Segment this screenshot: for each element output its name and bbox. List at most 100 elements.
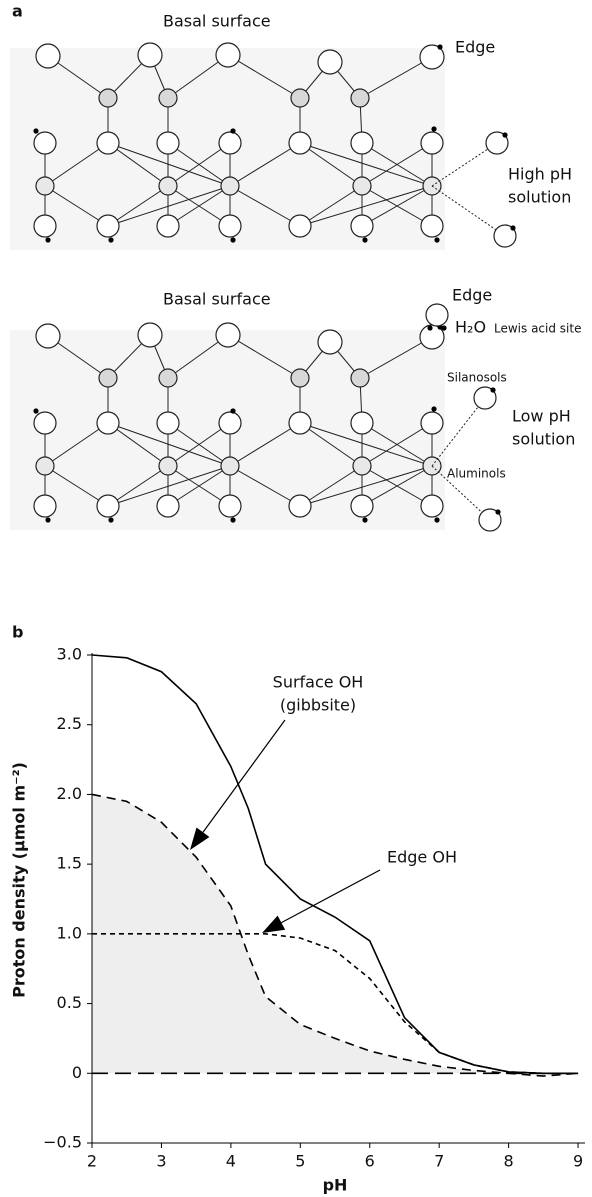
hydrogen (45, 517, 50, 522)
atom (157, 412, 179, 434)
solution-label: solution (512, 430, 575, 449)
y-tick-label: 1.0 (57, 923, 82, 942)
figure: a Basal surface Edge High pH solution Ba… (0, 0, 592, 1197)
annotation: Surface OH (273, 673, 364, 692)
shaded-area (92, 794, 578, 1076)
atom (219, 412, 241, 434)
atom (219, 132, 241, 154)
atom (157, 215, 179, 237)
arrow-head (190, 828, 209, 850)
x-tick-label: 2 (87, 1152, 97, 1171)
atom (351, 412, 373, 434)
atom (351, 495, 373, 517)
hydrogen (362, 237, 367, 242)
y-tick-label: 2.5 (57, 714, 82, 733)
panel-label: a (12, 2, 23, 21)
lewis-label: Lewis acid site (494, 322, 581, 336)
atom (351, 132, 373, 154)
solution-label: solution (508, 188, 571, 207)
atom (36, 177, 54, 195)
solution-label: Low pH (512, 407, 571, 426)
atom (99, 89, 117, 107)
atom (219, 215, 241, 237)
x-tick-label: 9 (573, 1152, 583, 1171)
atom (99, 369, 117, 387)
hydrogen (230, 237, 235, 242)
atom (97, 215, 119, 237)
atom (421, 412, 443, 434)
x-tick-label: 7 (434, 1152, 444, 1171)
atom (36, 44, 60, 68)
atom (289, 412, 311, 434)
hydrogen (495, 509, 500, 514)
annotation: Edge OH (387, 848, 457, 867)
atom (157, 132, 179, 154)
atom (353, 457, 371, 475)
atom (34, 495, 56, 517)
atom (36, 457, 54, 475)
atom (34, 215, 56, 237)
atom (159, 177, 177, 195)
hydrogen (230, 128, 235, 133)
atom (138, 323, 162, 347)
atom (318, 330, 342, 354)
atom (159, 89, 177, 107)
edge-label: Edge (455, 38, 495, 57)
hydrogen (431, 126, 436, 131)
atom (36, 324, 60, 348)
x-tick-label: 3 (156, 1152, 166, 1171)
atom (351, 369, 369, 387)
edge-label: Edge (452, 286, 492, 305)
hydrogen (510, 225, 515, 230)
x-tick-label: 8 (504, 1152, 514, 1171)
hydrogen (108, 517, 113, 522)
y-tick-label: 0.5 (57, 993, 82, 1012)
y-tick-label: 0 (72, 1063, 82, 1082)
y-axis-title: Proton density (µmol m⁻²) (10, 762, 29, 998)
atom (97, 495, 119, 517)
atom (289, 495, 311, 517)
atom (351, 89, 369, 107)
hydrogen (434, 237, 439, 242)
arrow-head (262, 916, 285, 933)
hydrogen (230, 517, 235, 522)
atom (318, 50, 342, 74)
y-tick-label: 1.5 (57, 854, 82, 873)
atom (421, 132, 443, 154)
aluminol-label: Aluminols (447, 467, 506, 481)
solution-label: High pH (508, 165, 572, 184)
atom (97, 412, 119, 434)
hydrogen (427, 325, 432, 330)
atom (421, 215, 443, 237)
annotation: (gibbsite) (280, 696, 356, 715)
atom (97, 132, 119, 154)
atom (221, 457, 239, 475)
atom (291, 89, 309, 107)
x-axis-title: pH (323, 1176, 348, 1195)
atom (159, 457, 177, 475)
atom (219, 495, 241, 517)
atom (289, 215, 311, 237)
hydrogen (434, 517, 439, 522)
atom (34, 132, 56, 154)
hydrogen (502, 132, 507, 137)
atom (138, 43, 162, 67)
atom (426, 304, 448, 326)
atom (216, 323, 240, 347)
atom (216, 43, 240, 67)
hydrogen (441, 325, 446, 330)
x-tick-label: 5 (295, 1152, 305, 1171)
atom (353, 177, 371, 195)
water-label: H₂O (455, 318, 486, 337)
atom (289, 132, 311, 154)
hydrogen (437, 44, 442, 49)
hydrogen (33, 128, 38, 133)
hydrogen (490, 387, 495, 392)
hydrogen (33, 408, 38, 413)
atom (421, 495, 443, 517)
atom (221, 177, 239, 195)
atom (157, 495, 179, 517)
hydrogen (108, 237, 113, 242)
y-tick-label: −0.5 (43, 1133, 82, 1152)
